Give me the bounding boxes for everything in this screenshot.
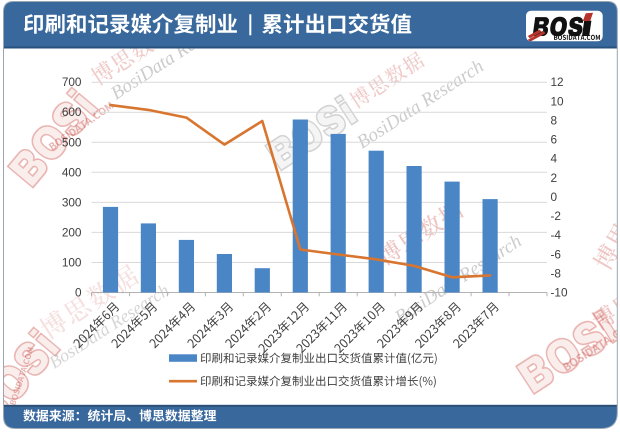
svg-text:8: 8 (551, 113, 558, 127)
svg-text:300: 300 (62, 195, 82, 209)
svg-text:12: 12 (551, 75, 564, 89)
svg-text:-8: -8 (551, 266, 562, 280)
svg-text:0: 0 (551, 190, 558, 204)
svg-text:0: 0 (75, 286, 82, 300)
svg-text:-10: -10 (551, 286, 568, 300)
svg-text:100: 100 (62, 256, 82, 270)
svg-text:400: 400 (62, 165, 82, 179)
svg-text:-4: -4 (551, 228, 562, 242)
svg-text:10: 10 (551, 94, 565, 108)
svg-text:-2: -2 (551, 209, 562, 223)
svg-text:700: 700 (62, 75, 82, 89)
svg-text:600: 600 (62, 105, 82, 119)
svg-text:2: 2 (551, 171, 558, 185)
svg-text:-6: -6 (551, 247, 562, 261)
svg-text:6: 6 (551, 133, 558, 147)
svg-text:200: 200 (62, 225, 82, 239)
svg-text:4: 4 (551, 152, 558, 166)
svg-text:500: 500 (62, 135, 82, 149)
